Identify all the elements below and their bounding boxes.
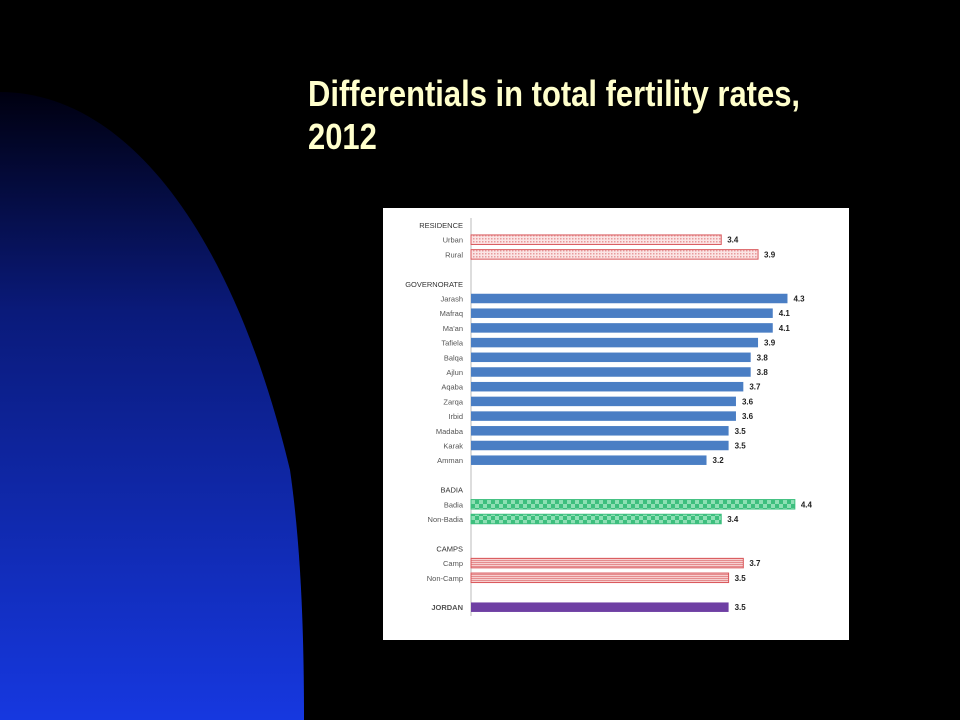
bar xyxy=(470,234,722,245)
category-label: Non-Camp xyxy=(427,574,463,583)
value-label: 3.6 xyxy=(742,397,754,406)
value-label: 3.7 xyxy=(749,559,761,568)
category-label: Badia xyxy=(444,500,464,509)
value-label: 4.1 xyxy=(779,324,791,333)
category-label: Irbid xyxy=(448,412,463,421)
bar xyxy=(471,323,773,333)
category-label: Aqaba xyxy=(441,383,464,392)
category-label: Madaba xyxy=(436,427,464,436)
bar xyxy=(470,557,744,569)
category-label: Ma'an xyxy=(443,324,463,333)
bar xyxy=(471,426,729,436)
category-label: Jarash xyxy=(440,295,463,304)
bar xyxy=(471,440,729,451)
category-label: Urban xyxy=(443,236,463,245)
value-label: 3.5 xyxy=(735,427,747,436)
value-label: 3.4 xyxy=(727,515,739,524)
value-label: 3.5 xyxy=(735,442,747,451)
bar xyxy=(470,572,730,584)
group-header: CAMPS xyxy=(436,544,463,553)
category-label: Rural xyxy=(445,250,463,259)
category-label: Ajlun xyxy=(446,368,463,377)
category-label: JORDAN xyxy=(431,603,463,612)
value-label: 3.4 xyxy=(727,236,739,245)
category-label: Amman xyxy=(437,456,463,465)
group-header: BADIA xyxy=(440,486,463,495)
value-label: 4.4 xyxy=(801,500,813,509)
value-label: 3.5 xyxy=(735,574,747,583)
value-label: 3.8 xyxy=(757,368,769,377)
bar xyxy=(471,293,788,304)
value-label: 4.1 xyxy=(779,309,791,318)
bar xyxy=(471,396,736,407)
category-label: Balqa xyxy=(444,353,464,362)
bar xyxy=(470,249,759,260)
category-label: Non-Badia xyxy=(428,515,464,524)
group-header: GOVERNORATE xyxy=(405,280,463,289)
bar xyxy=(471,337,759,348)
bar-chart: RESIDENCE Urban 3.4 Rural 3.9 GOVERNORATE Jara… xyxy=(405,218,813,616)
bar xyxy=(471,411,736,421)
value-label: 3.7 xyxy=(749,383,761,392)
value-label: 3.5 xyxy=(735,603,747,612)
bar xyxy=(471,602,729,612)
bar xyxy=(471,381,744,392)
left-gradient-shape xyxy=(0,92,304,720)
bar xyxy=(471,308,773,318)
category-label: Mafraq xyxy=(440,309,463,318)
category-label: Tafiela xyxy=(441,339,464,348)
value-label: 3.2 xyxy=(713,456,725,465)
bar xyxy=(471,367,751,377)
value-label: 3.6 xyxy=(742,412,754,421)
bar xyxy=(470,513,722,525)
value-label: 3.9 xyxy=(764,339,776,348)
value-label: 4.3 xyxy=(793,295,805,304)
slide-title: Differentials in total fertility rates, … xyxy=(308,73,801,157)
bar xyxy=(470,499,796,510)
bar xyxy=(471,455,707,465)
group-header: RESIDENCE xyxy=(419,221,463,230)
chart-panel: RESIDENCE Urban 3.4 Rural 3.9 GOVERNORATE Jara… xyxy=(383,208,849,640)
value-label: 3.9 xyxy=(764,250,776,259)
category-label: Zarqa xyxy=(443,397,463,406)
category-label: Karak xyxy=(443,442,463,451)
category-label: Camp xyxy=(443,559,463,568)
bar xyxy=(471,352,751,363)
value-label: 3.8 xyxy=(757,353,769,362)
